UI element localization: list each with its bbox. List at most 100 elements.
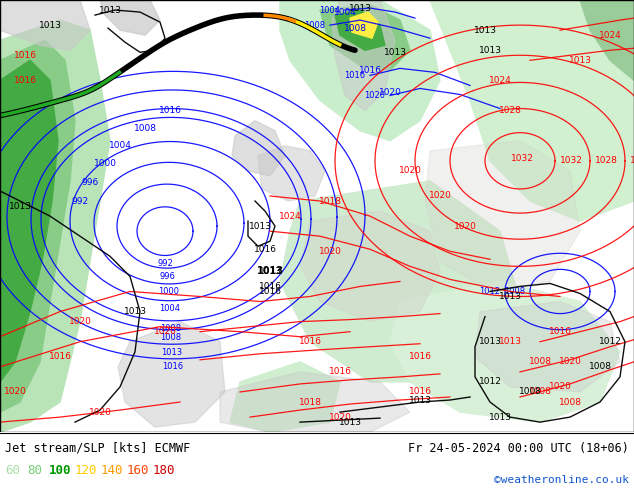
Text: 1004: 1004 bbox=[320, 5, 340, 15]
Polygon shape bbox=[118, 321, 225, 427]
Text: 1020: 1020 bbox=[318, 247, 342, 256]
Text: 1020: 1020 bbox=[378, 88, 401, 97]
Polygon shape bbox=[280, 181, 520, 382]
Polygon shape bbox=[300, 211, 440, 321]
Polygon shape bbox=[425, 141, 580, 292]
Polygon shape bbox=[0, 60, 58, 382]
Text: 1000: 1000 bbox=[158, 288, 179, 296]
Text: 1018: 1018 bbox=[299, 397, 321, 407]
Text: 1008: 1008 bbox=[160, 324, 181, 333]
Text: 120: 120 bbox=[75, 464, 98, 477]
Text: 996: 996 bbox=[159, 271, 175, 281]
Text: 1013: 1013 bbox=[569, 56, 592, 65]
Text: 1013: 1013 bbox=[498, 337, 522, 346]
Text: 160: 160 bbox=[127, 464, 150, 477]
Text: 1004: 1004 bbox=[333, 7, 356, 17]
Polygon shape bbox=[350, 12, 378, 38]
Text: 1016: 1016 bbox=[328, 368, 351, 376]
Text: 996: 996 bbox=[81, 178, 99, 187]
Text: 1008: 1008 bbox=[529, 388, 552, 396]
Text: 180: 180 bbox=[153, 464, 176, 477]
Text: 1020: 1020 bbox=[89, 408, 112, 416]
Text: 1012: 1012 bbox=[479, 377, 501, 387]
Text: 1008: 1008 bbox=[519, 388, 541, 396]
Text: 1016: 1016 bbox=[259, 287, 281, 296]
Text: 1008: 1008 bbox=[505, 287, 526, 296]
Text: 1013: 1013 bbox=[257, 267, 283, 276]
Text: 1008: 1008 bbox=[529, 357, 552, 367]
Text: 1008: 1008 bbox=[160, 333, 181, 342]
Text: 80: 80 bbox=[27, 464, 42, 477]
Text: 1013: 1013 bbox=[98, 5, 122, 15]
Text: 1016: 1016 bbox=[158, 106, 181, 115]
Polygon shape bbox=[390, 281, 620, 422]
Text: 1004: 1004 bbox=[108, 141, 131, 150]
Text: 1013: 1013 bbox=[339, 417, 361, 427]
Text: 1013: 1013 bbox=[124, 307, 146, 316]
Polygon shape bbox=[430, 0, 634, 221]
Text: 1016: 1016 bbox=[344, 71, 366, 80]
Text: 1016: 1016 bbox=[408, 352, 432, 361]
Text: 1012: 1012 bbox=[479, 287, 500, 296]
Text: 992: 992 bbox=[72, 196, 89, 205]
Text: 1016: 1016 bbox=[548, 327, 571, 336]
Text: 1016: 1016 bbox=[162, 362, 184, 371]
Polygon shape bbox=[100, 0, 160, 35]
Text: 1008: 1008 bbox=[134, 124, 157, 133]
Text: 1016: 1016 bbox=[13, 76, 37, 85]
Polygon shape bbox=[0, 40, 75, 412]
Text: 1012: 1012 bbox=[598, 337, 621, 346]
Text: 1013: 1013 bbox=[249, 221, 271, 231]
Polygon shape bbox=[0, 20, 110, 432]
Polygon shape bbox=[580, 0, 634, 80]
Text: 1016: 1016 bbox=[358, 66, 382, 75]
Text: 1013: 1013 bbox=[489, 413, 512, 421]
Text: 1008: 1008 bbox=[304, 21, 326, 29]
Text: 1028: 1028 bbox=[595, 156, 618, 165]
Text: 1013: 1013 bbox=[39, 21, 61, 29]
Text: 1008: 1008 bbox=[559, 397, 581, 407]
Polygon shape bbox=[220, 372, 410, 432]
Polygon shape bbox=[232, 121, 285, 176]
Text: 140: 140 bbox=[101, 464, 124, 477]
Text: 1020: 1020 bbox=[153, 327, 176, 336]
Text: 1013: 1013 bbox=[259, 267, 281, 276]
Text: 1020: 1020 bbox=[68, 317, 91, 326]
Text: 1020: 1020 bbox=[328, 413, 351, 421]
Text: 1024: 1024 bbox=[630, 156, 634, 165]
Text: 1016: 1016 bbox=[254, 245, 276, 254]
Text: 1013: 1013 bbox=[349, 3, 372, 13]
Text: 1013: 1013 bbox=[162, 348, 183, 357]
Text: 1013: 1013 bbox=[479, 337, 501, 346]
Text: 1013: 1013 bbox=[498, 292, 522, 301]
Polygon shape bbox=[475, 301, 620, 392]
Text: 60: 60 bbox=[5, 464, 20, 477]
Text: 1016: 1016 bbox=[408, 388, 432, 396]
Polygon shape bbox=[258, 146, 325, 201]
Text: 1024: 1024 bbox=[278, 212, 301, 220]
Text: 1032: 1032 bbox=[560, 156, 583, 165]
Text: 1028: 1028 bbox=[498, 106, 521, 115]
Text: 1020: 1020 bbox=[399, 167, 422, 175]
Text: Fr 24-05-2024 00:00 UTC (18+06): Fr 24-05-2024 00:00 UTC (18+06) bbox=[408, 441, 629, 455]
Text: 1032: 1032 bbox=[510, 154, 533, 163]
Text: 1020: 1020 bbox=[548, 383, 571, 392]
Polygon shape bbox=[335, 10, 385, 50]
Text: 1008: 1008 bbox=[588, 362, 612, 371]
Text: 1020: 1020 bbox=[453, 221, 476, 231]
Text: 1013: 1013 bbox=[408, 395, 432, 405]
Text: ©weatheronline.co.uk: ©weatheronline.co.uk bbox=[494, 475, 629, 485]
Text: 100: 100 bbox=[49, 464, 72, 477]
Text: 1020: 1020 bbox=[559, 357, 581, 367]
Text: 1004: 1004 bbox=[160, 304, 181, 313]
Text: 1000: 1000 bbox=[93, 159, 117, 169]
Text: 1008: 1008 bbox=[344, 24, 366, 33]
Text: 1013: 1013 bbox=[474, 25, 496, 35]
Text: 1016: 1016 bbox=[299, 337, 321, 346]
Text: Jet stream/SLP [kts] ECMWF: Jet stream/SLP [kts] ECMWF bbox=[5, 441, 190, 455]
Polygon shape bbox=[320, 5, 410, 71]
Polygon shape bbox=[230, 362, 340, 432]
Text: 1024: 1024 bbox=[598, 31, 621, 40]
Text: 1013: 1013 bbox=[8, 201, 32, 211]
Text: 1013: 1013 bbox=[384, 48, 406, 57]
